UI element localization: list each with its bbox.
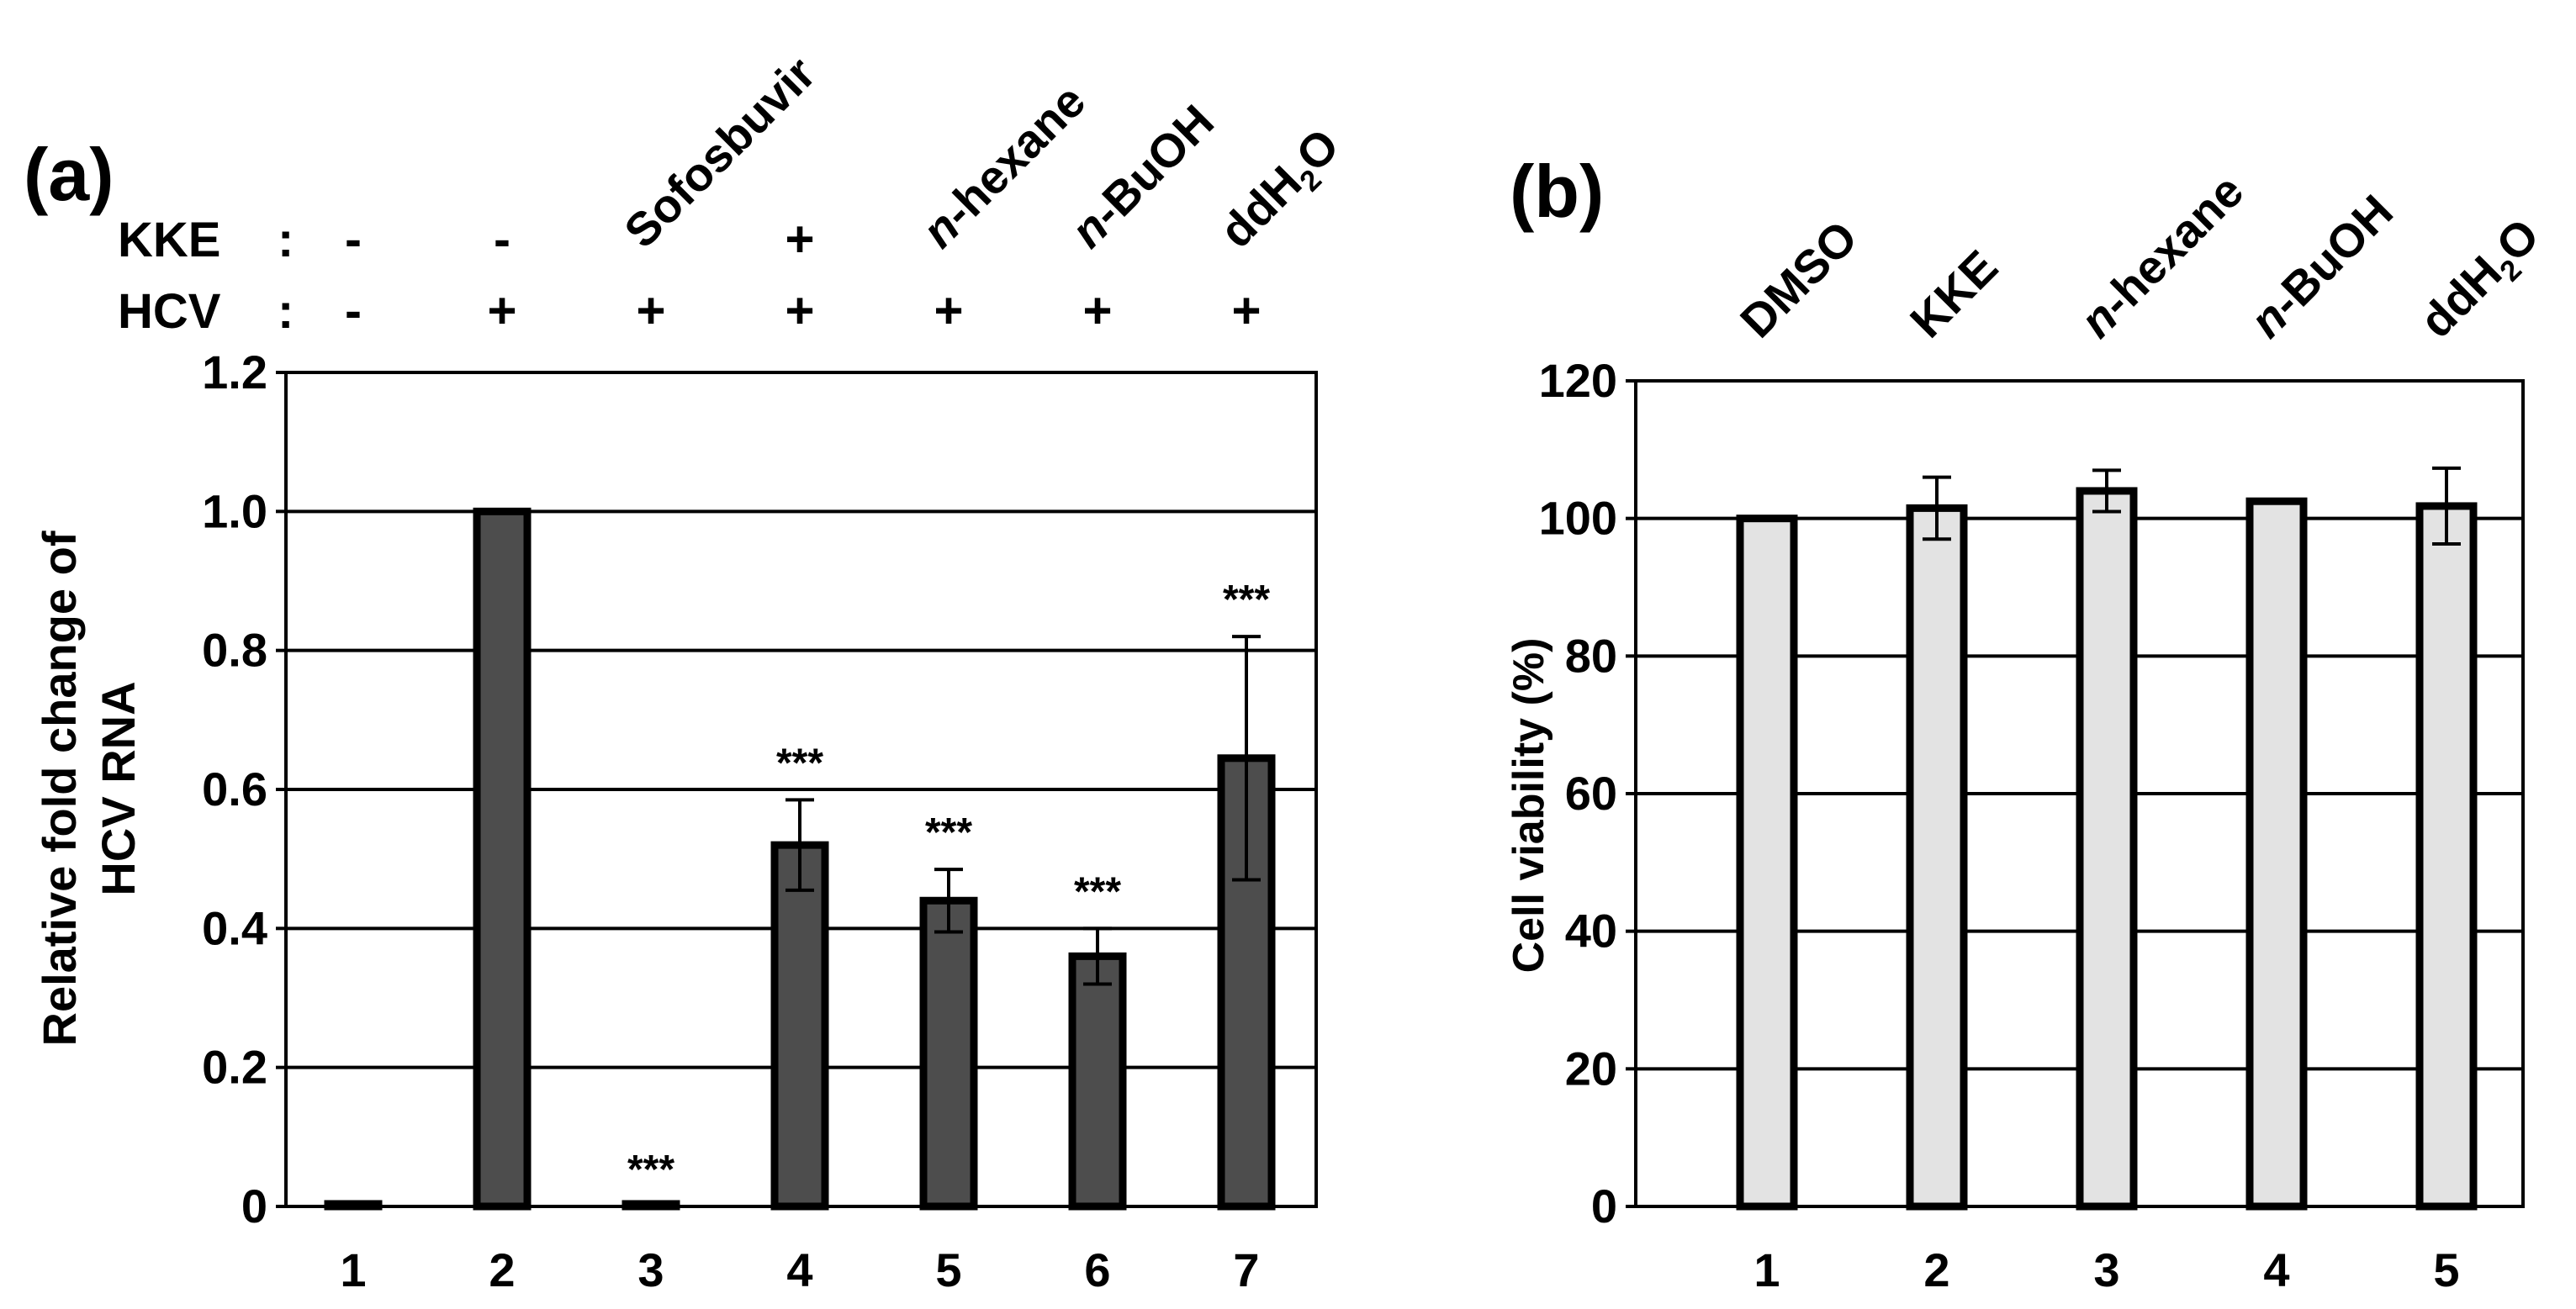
ytick-label-a: 1.2 — [202, 346, 267, 399]
xtick-label-b: 5 — [2433, 1243, 2459, 1296]
ytick-label-b: 80 — [1565, 629, 1617, 682]
ytick-label-b: 0 — [1591, 1180, 1617, 1232]
ytick-label-b: 100 — [1539, 492, 1617, 545]
significance-a: *** — [1223, 578, 1270, 622]
bar-a — [473, 507, 532, 1211]
treatment-label-a: ddH2O — [1209, 119, 1354, 263]
ylabel-b: Cell viability (%) — [1505, 638, 1553, 974]
condition-sign: + — [785, 282, 814, 339]
condition-sign: - — [494, 211, 510, 267]
treatment-label-b: DMSO — [1730, 210, 1867, 347]
condition-sign: + — [934, 282, 963, 339]
condition-row-label: KKE — [118, 213, 220, 267]
ytick-label-b: 20 — [1565, 1042, 1617, 1095]
bar-b — [1906, 504, 1968, 1211]
bar-b — [2076, 487, 2138, 1211]
treatment-label-b-tail: O — [2486, 208, 2549, 272]
xtick-label-a: 6 — [1084, 1243, 1110, 1296]
condition-row-sep: : — [278, 284, 294, 339]
condition-sign: + — [785, 211, 814, 267]
treatment-label-b-base: KKE — [1900, 240, 2007, 347]
xtick-label-a: 1 — [340, 1243, 366, 1296]
ytick-label-a: 0.4 — [202, 901, 267, 954]
xtick-label-a: 2 — [489, 1243, 515, 1296]
bar-b — [2245, 497, 2308, 1211]
ytick-label-b: 60 — [1565, 767, 1617, 820]
bar-a — [1068, 952, 1127, 1211]
treatment-label-a-tail: O — [1286, 119, 1349, 182]
treatment-label-b-base: DMSO — [1730, 210, 1867, 347]
xtick-label-a: 4 — [786, 1243, 812, 1296]
condition-sign: - — [345, 211, 362, 267]
treatment-label-b: ddH2O — [2409, 208, 2554, 353]
treatment-label-b: n-hexane — [2070, 164, 2253, 347]
treatment-label-b-base: -BuOH — [2260, 184, 2403, 327]
xtick-label-b: 3 — [2093, 1243, 2119, 1296]
ytick-label-a: 0.6 — [202, 763, 267, 815]
condition-row-label: HCV — [118, 284, 221, 339]
bar-a — [324, 1200, 383, 1211]
treatment-label-b-base: -hexane — [2090, 164, 2253, 327]
bar-b — [2415, 502, 2478, 1211]
significance-a: *** — [776, 741, 823, 785]
treatment-label-a: n-hexane — [912, 74, 1095, 257]
ytick-label-b: 120 — [1539, 354, 1617, 407]
bar-a — [622, 1200, 680, 1211]
treatment-label-a-base: -BuOH — [1081, 94, 1224, 237]
condition-sign: + — [1231, 282, 1261, 339]
bar-b — [1736, 515, 1798, 1211]
xtick-label-a: 3 — [637, 1243, 664, 1296]
ylabel-a-line1: Relative fold change of — [33, 530, 86, 1046]
xtick-label-b: 1 — [1753, 1243, 1780, 1296]
significance-a: *** — [925, 810, 972, 855]
treatment-label-a-base: ddH — [1209, 156, 1312, 258]
bar-a — [770, 841, 829, 1211]
treatment-label-b: n-BuOH — [2240, 184, 2403, 347]
xtick-label-a: 5 — [935, 1243, 961, 1296]
condition-row-sep: : — [278, 213, 294, 267]
ytick-label-a: 0.8 — [202, 624, 267, 677]
condition-sign: + — [636, 282, 665, 339]
plot-b: 0 20 40 60 80 100 120 1 DMSO 2 KKE 3 n-hexane 4 n-BuOH… — [1539, 164, 2554, 1296]
xtick-label-b: 4 — [2263, 1243, 2289, 1296]
panel-a-label: (a) — [24, 133, 114, 216]
ytick-label-a: 1.0 — [202, 484, 267, 537]
ytick-label-b: 40 — [1565, 905, 1617, 958]
ytick-label-a: 0.2 — [202, 1041, 267, 1094]
plot-a: 0 0.2 0.4 0.6 0.8 1.0 1.2 1 2 *** 3 *** 4 *** 5 *** 6 ***… — [118, 46, 1354, 1296]
significance-a: *** — [1074, 869, 1121, 914]
panel-b-label: (b) — [1510, 150, 1604, 233]
bar-a — [919, 896, 978, 1211]
xtick-label-a: 7 — [1233, 1243, 1259, 1296]
treatment-label-b: KKE — [1900, 240, 2007, 347]
condition-sign: - — [345, 282, 362, 339]
condition-sign: + — [1082, 282, 1112, 339]
ytick-label-a: 0 — [241, 1180, 267, 1232]
condition-sign: + — [487, 282, 516, 339]
xtick-label-b: 2 — [1923, 1243, 1949, 1296]
treatment-label-b-base: ddH — [2409, 245, 2512, 348]
ylabel-a-line2: HCV RNA — [92, 681, 145, 895]
significance-a: *** — [627, 1148, 674, 1192]
